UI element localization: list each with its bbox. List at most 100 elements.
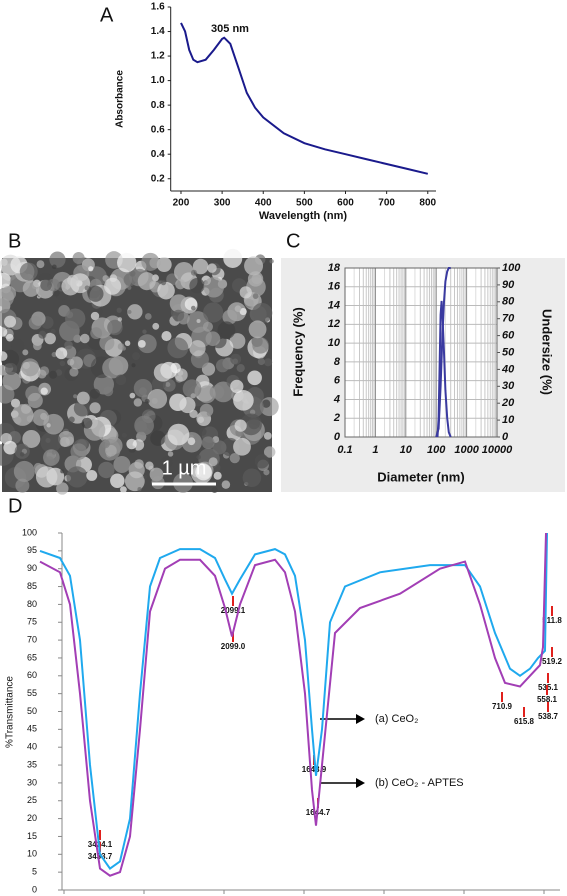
sem-grain (67, 274, 79, 287)
sem-grain (143, 474, 148, 479)
sem-grain (150, 430, 166, 446)
sem-grain (99, 335, 115, 351)
sem-grain (254, 454, 269, 469)
y-tick-label: 30 (27, 777, 37, 787)
sem-grain (113, 455, 131, 473)
sem-grain (127, 304, 143, 320)
x-tick-label: 10 (400, 444, 413, 456)
sem-grain (199, 403, 214, 418)
sem-grain (98, 438, 121, 461)
y-tick-label: 2 (333, 412, 340, 424)
sem-grain (234, 305, 242, 313)
sem-grain (52, 264, 57, 270)
sem-grain (81, 417, 93, 429)
sem-grain (59, 436, 70, 448)
sem-grain (87, 285, 104, 302)
sem-grain (248, 320, 267, 339)
sem-grain (59, 360, 66, 367)
y-tick-label: 95 (27, 545, 37, 555)
y2-tick-label: 90 (502, 279, 515, 291)
sem-grain (230, 379, 244, 394)
sem-grain (90, 311, 100, 321)
sem-grain (161, 331, 172, 342)
y-tick-label: 10 (328, 337, 341, 349)
peak-label: 3433.7 (88, 852, 113, 861)
sem-grain (222, 309, 238, 325)
x-tick-label: 800 (419, 198, 436, 209)
sem-grain (212, 440, 227, 455)
sem-grain (102, 357, 124, 379)
sem-grain (73, 394, 78, 399)
sem-grain (252, 337, 269, 354)
peak-label: 558.1 (537, 695, 558, 704)
sem-grain (124, 340, 131, 347)
sem-grain (134, 459, 144, 469)
sem-grain (223, 248, 243, 268)
sem-grain (205, 331, 221, 347)
y-tick-label: 4 (333, 393, 340, 405)
sem-grain (0, 327, 8, 337)
sem-grain (103, 386, 114, 397)
sem-grain (86, 470, 98, 481)
sem-grain (263, 446, 276, 458)
sem-grain (55, 347, 68, 360)
sem-grain (40, 432, 62, 453)
sem-grain (167, 337, 189, 359)
panel-label: A (100, 4, 114, 26)
peak-label: 538.7 (538, 712, 559, 721)
y-tick-label: 85 (27, 581, 37, 591)
sem-grain (137, 487, 142, 492)
x-tick-label: 1000 (454, 444, 479, 456)
data-line (39, 532, 548, 871)
sem-grain (239, 308, 247, 316)
sem-grain (36, 260, 45, 269)
y2-tick-label: 20 (501, 397, 515, 409)
sem-grain (239, 286, 252, 299)
sem-grain (198, 427, 207, 436)
sem-grain (0, 351, 8, 361)
sem-grain (2, 371, 22, 391)
y2-tick-label: 80 (502, 296, 515, 308)
x-tick-label: 100 (427, 444, 446, 456)
sem-grain (133, 378, 153, 398)
annotation: 305 nm (211, 23, 249, 35)
sem-grain (236, 364, 245, 373)
sem-grain (89, 402, 101, 414)
sem-grain (19, 452, 25, 457)
sem-grain (19, 262, 38, 281)
x-tick-label: 10000 (482, 444, 513, 456)
y-tick-label: 65 (27, 652, 37, 662)
sem-grain (208, 457, 218, 467)
y-tick-label: 20 (27, 813, 37, 823)
peak-label: 511.8 (542, 616, 562, 625)
sem-grain (13, 460, 35, 482)
y-tick-label: 100 (22, 527, 37, 537)
sem-grain (230, 353, 242, 365)
y-tick-label: 75 (27, 617, 37, 627)
sem-grain (65, 308, 86, 329)
sem-grain (1, 285, 17, 301)
sem-grain (189, 278, 205, 294)
legend-arrowhead (356, 714, 365, 724)
y-tick-label: 25 (27, 795, 37, 805)
sem-grain (197, 385, 216, 404)
sem-grain (110, 473, 125, 488)
y-tick-label: 1.2 (151, 51, 165, 62)
sem-grain (120, 486, 127, 494)
y-tick-label: 15 (27, 831, 37, 841)
y-tick-label: 70 (27, 634, 37, 644)
sem-grain (156, 257, 172, 273)
sem-grain (5, 362, 18, 376)
sem-grain (170, 362, 181, 374)
panel-c-plot-area (345, 268, 497, 437)
sem-grain (189, 409, 198, 419)
legend-label: (b) CeO₂ - APTES (375, 777, 464, 789)
x-tick-label: 1 (372, 444, 378, 456)
sem-grain (196, 318, 201, 324)
sem-grain (213, 471, 222, 480)
sem-grain (46, 423, 51, 428)
sem-grain (70, 443, 88, 460)
y-tick-label: 6 (334, 375, 341, 387)
sem-grain (179, 396, 196, 414)
sem-grain (137, 272, 156, 291)
